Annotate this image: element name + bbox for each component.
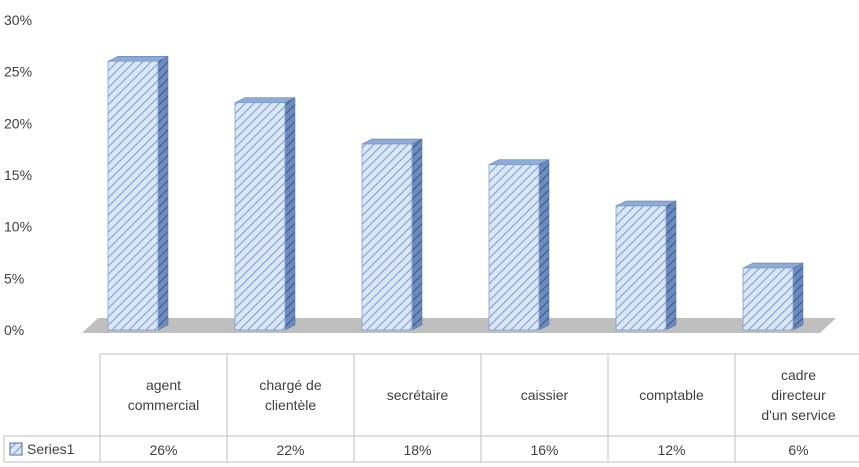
bar-side (665, 200, 677, 331)
bar-side (538, 159, 550, 331)
floor-plane (82, 318, 836, 333)
y-tick-label: 20% (4, 115, 32, 131)
bar-side (284, 97, 296, 331)
y-tick-label: 25% (4, 64, 32, 80)
bar-front (107, 60, 159, 331)
bar (107, 55, 169, 331)
y-tick-label: 30% (4, 12, 32, 28)
bar-top (488, 159, 550, 165)
bar-side (157, 55, 169, 331)
bar-front (361, 143, 413, 331)
bar (742, 262, 804, 331)
y-tick-label: 0% (4, 322, 24, 338)
data-label: 22% (276, 442, 304, 458)
x-tick-label: comptable (639, 387, 704, 403)
bar (488, 159, 550, 331)
bar-top (234, 97, 296, 103)
x-tick-label: secrétaire (387, 387, 449, 403)
legend-swatch (9, 442, 23, 456)
x-tick-label: caissier (521, 387, 569, 403)
bar-side (792, 262, 804, 331)
bar-top (615, 200, 677, 207)
bar-top (107, 56, 169, 62)
bar-side (411, 138, 423, 331)
bar-front (488, 164, 540, 331)
bar-top (361, 138, 423, 145)
data-label: 18% (403, 442, 431, 458)
bar (234, 97, 296, 331)
bar-front (615, 205, 667, 331)
y-tick-label: 5% (4, 270, 24, 286)
data-label: 12% (657, 442, 685, 458)
data-label: 6% (788, 442, 808, 458)
bar-front (234, 102, 286, 331)
chart-floor (82, 318, 836, 333)
x-tick-label: chargé de clientèle (259, 377, 321, 413)
x-tick-label: agent commercial (128, 377, 200, 413)
bar-top (742, 262, 804, 269)
bar (615, 200, 677, 331)
y-tick-label: 15% (4, 167, 32, 183)
data-label: 16% (530, 442, 558, 458)
bar-front (742, 267, 794, 331)
y-axis: 0% 5% 10% 15% 20% 25% 30% (4, 12, 32, 338)
x-tick-label: cadre directeur d'un service (761, 367, 835, 423)
bar (361, 138, 423, 331)
data-table: agent commercial chargé de clientèle secréta… (3, 353, 859, 463)
data-label: 26% (149, 442, 177, 458)
legend-label: Series1 (27, 441, 75, 457)
bars (107, 55, 804, 331)
y-tick-label: 10% (4, 219, 32, 235)
